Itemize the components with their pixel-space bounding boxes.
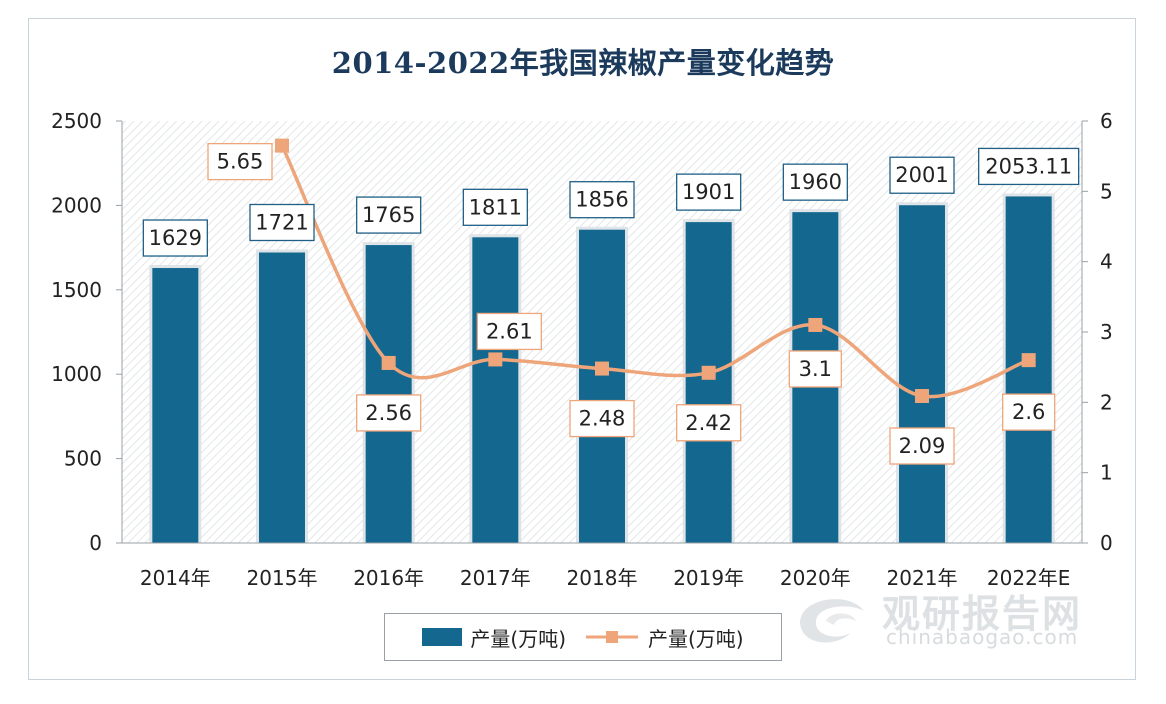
bar-data-label: 1629 (149, 226, 202, 250)
x-tick-label: 2021年 (887, 566, 958, 590)
chart-title: 2014-2022年我国辣椒产量变化趋势 (331, 46, 835, 80)
y-right-tick-label: 4 (1100, 250, 1113, 274)
bar-data-label-box (978, 147, 1080, 186)
legend: 产量(万吨) 产量(万吨) (384, 613, 782, 661)
bar-data-label-box (569, 181, 635, 219)
line-data-label: 2.6 (1012, 400, 1045, 424)
bar-data-label: 2001 (895, 163, 948, 187)
legend-item-line: 产量(万吨) (584, 623, 744, 652)
y-left-tick-label: 2000 (51, 193, 102, 217)
bar (365, 245, 412, 543)
bar-data-label-box (462, 188, 528, 226)
legend-label-bar: 产量(万吨) (470, 626, 566, 651)
bar-data-label: 1960 (789, 170, 842, 194)
legend-item-bar: 产量(万吨) (422, 623, 566, 652)
legend-bar-swatch (422, 628, 463, 646)
bar-data-label-box (249, 203, 315, 242)
x-tick-label: 2016年 (353, 566, 424, 590)
x-tick-label: 2018年 (567, 566, 638, 590)
bar (259, 252, 305, 544)
bar (472, 237, 519, 543)
line-data-label: 3.1 (799, 357, 832, 381)
y-left-tick-label: 2500 (51, 109, 102, 133)
line-data-label-box (476, 312, 542, 351)
bar (1005, 196, 1052, 543)
line-data-label-box (356, 394, 422, 432)
bar (579, 229, 625, 543)
y-right-tick-label: 5 (1100, 179, 1113, 203)
x-tick-label: 2017年 (460, 566, 531, 590)
bar-data-label: 1765 (362, 203, 415, 227)
watermark-chinese: 观研报告网 (882, 592, 1083, 636)
line-data-label-box (1002, 393, 1056, 431)
legend-line-swatch (586, 631, 638, 643)
bar-data-label-box (142, 219, 208, 257)
watermark: 观研报告网 chinabaogao.com (790, 583, 1120, 653)
line-point-marker (381, 355, 396, 370)
bar-data-label: 1811 (469, 195, 522, 219)
line-data-label: 2.61 (486, 319, 533, 343)
line-data-label: 2.48 (579, 407, 626, 431)
bar-data-label: 1856 (575, 188, 628, 212)
y-right-tick-label: 0 (1100, 531, 1113, 555)
x-tick-label: 2015年 (247, 566, 318, 590)
y-right-tick-label: 3 (1100, 320, 1113, 344)
y-left-tick-label: 0 (89, 531, 102, 555)
logo-swirl-icon (800, 599, 864, 643)
line-point-marker (915, 389, 929, 404)
line-point-marker (1021, 353, 1036, 368)
line-point-marker (275, 138, 289, 153)
line-data-label-box (788, 350, 842, 388)
bar-data-label-box (782, 163, 848, 201)
x-tick-label: 2019年 (673, 566, 744, 590)
bar (899, 205, 945, 543)
line-data-label-box (889, 427, 955, 465)
watermark-english: chinabaogao.com (886, 625, 1079, 649)
y-left-tick-label: 1000 (51, 362, 102, 386)
y-right-tick-label: 2 (1100, 390, 1113, 414)
bar-data-label: 1721 (255, 210, 308, 234)
x-tick-label: 2022年E (987, 566, 1071, 590)
bar-data-label-box (356, 196, 422, 234)
line-data-label: 5.65 (217, 150, 264, 174)
bar-data-label: 1901 (682, 180, 735, 204)
line-data-label: 2.09 (899, 434, 946, 458)
line-data-label-box (569, 399, 635, 438)
y-right-tick-label: 1 (1100, 461, 1113, 485)
x-tick-label: 2014年 (140, 566, 211, 590)
line-data-label: 2.42 (685, 411, 732, 435)
line-point-marker (488, 352, 503, 367)
line-point-marker (808, 317, 823, 332)
bar-data-label: 2053.11 (985, 154, 1072, 178)
bar-data-label-box (889, 156, 955, 194)
line-point-marker (595, 361, 609, 376)
line-data-label-box (676, 404, 742, 442)
y-right-tick-label: 6 (1100, 109, 1113, 133)
bar-data-label-box (676, 173, 742, 211)
line-data-label: 2.56 (365, 401, 412, 425)
y-left-tick-label: 1500 (51, 278, 102, 302)
line-point-marker (701, 365, 716, 380)
legend-label-line: 产量(万吨) (648, 626, 744, 651)
y-left-tick-label: 500 (64, 447, 102, 471)
x-tick-label: 2020年 (780, 566, 851, 590)
line-data-label-box (207, 142, 273, 181)
bar (685, 222, 732, 543)
bar (152, 268, 199, 543)
